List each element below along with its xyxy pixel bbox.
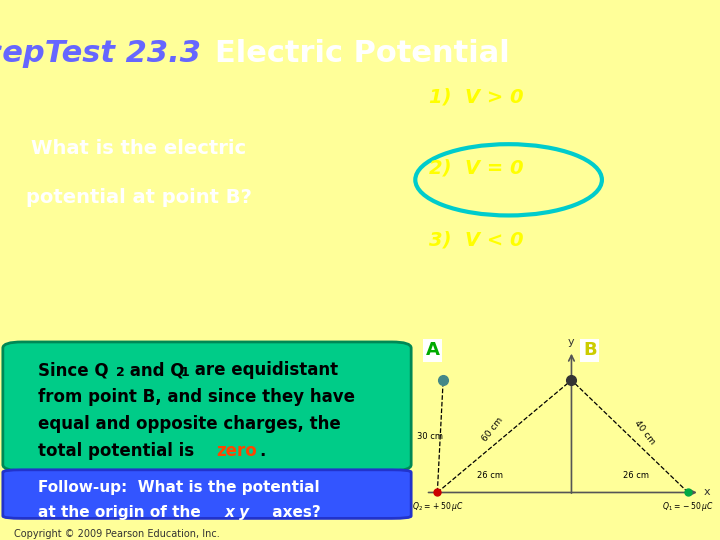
Text: 40 cm: 40 cm (632, 419, 657, 447)
Text: 60 cm: 60 cm (480, 416, 505, 443)
Text: from point B, and since they have: from point B, and since they have (37, 388, 354, 406)
Text: are equidistant: are equidistant (189, 361, 338, 380)
Text: and Q: and Q (124, 361, 185, 380)
FancyBboxPatch shape (3, 470, 411, 518)
Text: at the origin of the: at the origin of the (37, 505, 205, 520)
Text: Follow-up:  What is the potential: Follow-up: What is the potential (37, 480, 319, 495)
Text: B: B (583, 341, 597, 360)
Text: 3)  V < 0: 3) V < 0 (429, 230, 523, 249)
Text: What is the electric: What is the electric (31, 139, 246, 158)
Text: total potential is: total potential is (37, 442, 199, 460)
Text: Electric Potential: Electric Potential (215, 39, 510, 68)
Text: $Q_1 = -50\,\mu C$: $Q_1 = -50\,\mu C$ (662, 500, 714, 513)
Text: 1)  V > 0: 1) V > 0 (429, 87, 523, 106)
Text: x: x (704, 488, 711, 497)
Text: potential at point B?: potential at point B? (26, 188, 252, 207)
Text: equal and opposite charges, the: equal and opposite charges, the (37, 415, 341, 433)
Text: 2)  V = 0: 2) V = 0 (429, 159, 523, 178)
FancyBboxPatch shape (3, 342, 411, 471)
Text: 30 cm: 30 cm (417, 432, 443, 441)
Text: Copyright © 2009 Pearson Education, Inc.: Copyright © 2009 Pearson Education, Inc. (14, 529, 220, 539)
Text: axes?: axes? (266, 505, 320, 520)
Text: ConcepTest 23.3: ConcepTest 23.3 (0, 39, 201, 68)
Text: 26 cm: 26 cm (477, 471, 503, 481)
Text: 1: 1 (181, 366, 189, 379)
Text: .: . (259, 442, 266, 460)
Text: y: y (568, 338, 575, 347)
Text: A: A (426, 341, 439, 360)
Text: Since Q: Since Q (37, 361, 108, 380)
Text: 2: 2 (117, 366, 125, 379)
Text: x y: x y (225, 505, 249, 520)
Text: zero: zero (217, 442, 257, 460)
Text: $Q_2 = +50\,\mu C$: $Q_2 = +50\,\mu C$ (412, 500, 463, 513)
Text: 26 cm: 26 cm (623, 471, 649, 481)
